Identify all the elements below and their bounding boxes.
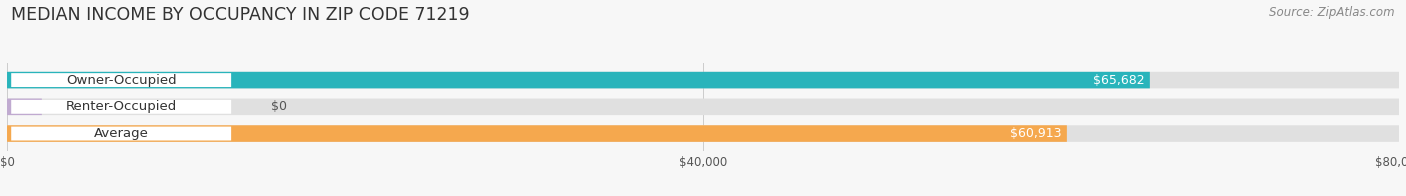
FancyBboxPatch shape <box>11 100 231 114</box>
Text: Source: ZipAtlas.com: Source: ZipAtlas.com <box>1270 6 1395 19</box>
FancyBboxPatch shape <box>7 72 1399 88</box>
FancyBboxPatch shape <box>7 72 1150 88</box>
Text: Renter-Occupied: Renter-Occupied <box>66 100 177 113</box>
FancyBboxPatch shape <box>11 127 231 141</box>
FancyBboxPatch shape <box>11 73 231 87</box>
FancyBboxPatch shape <box>7 99 1399 115</box>
FancyBboxPatch shape <box>7 125 1067 142</box>
Text: $0: $0 <box>271 100 287 113</box>
Text: Owner-Occupied: Owner-Occupied <box>66 74 177 87</box>
Text: $65,682: $65,682 <box>1092 74 1144 87</box>
FancyBboxPatch shape <box>7 125 1399 142</box>
Text: $60,913: $60,913 <box>1010 127 1062 140</box>
FancyBboxPatch shape <box>7 99 42 115</box>
Text: Average: Average <box>94 127 149 140</box>
Text: MEDIAN INCOME BY OCCUPANCY IN ZIP CODE 71219: MEDIAN INCOME BY OCCUPANCY IN ZIP CODE 7… <box>11 6 470 24</box>
